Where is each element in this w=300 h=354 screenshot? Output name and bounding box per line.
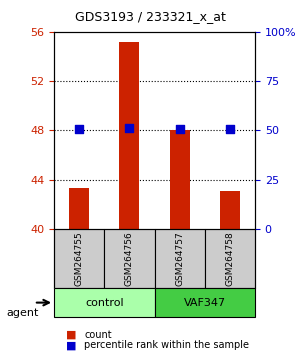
Text: control: control bbox=[85, 298, 124, 308]
Text: GDS3193 / 233321_x_at: GDS3193 / 233321_x_at bbox=[75, 10, 225, 23]
Point bbox=[127, 126, 132, 131]
Bar bbox=[69, 188, 89, 229]
Text: count: count bbox=[84, 330, 112, 339]
FancyBboxPatch shape bbox=[154, 229, 205, 288]
FancyBboxPatch shape bbox=[54, 229, 104, 288]
Bar bbox=[220, 190, 240, 229]
FancyBboxPatch shape bbox=[205, 229, 255, 288]
Bar bbox=[119, 42, 140, 229]
Text: GSM264755: GSM264755 bbox=[75, 231, 84, 286]
Point bbox=[227, 126, 232, 132]
Point bbox=[77, 126, 82, 132]
Text: ■: ■ bbox=[66, 340, 76, 350]
Text: percentile rank within the sample: percentile rank within the sample bbox=[84, 340, 249, 350]
Bar bbox=[169, 130, 190, 229]
Point bbox=[177, 126, 182, 132]
Text: GSM264756: GSM264756 bbox=[125, 231, 134, 286]
FancyBboxPatch shape bbox=[54, 288, 154, 318]
FancyBboxPatch shape bbox=[154, 288, 255, 318]
Text: GSM264757: GSM264757 bbox=[175, 231, 184, 286]
Text: agent: agent bbox=[6, 308, 38, 318]
Text: GSM264758: GSM264758 bbox=[225, 231, 234, 286]
FancyBboxPatch shape bbox=[104, 229, 154, 288]
Text: ■: ■ bbox=[66, 330, 76, 339]
Text: VAF347: VAF347 bbox=[184, 298, 226, 308]
